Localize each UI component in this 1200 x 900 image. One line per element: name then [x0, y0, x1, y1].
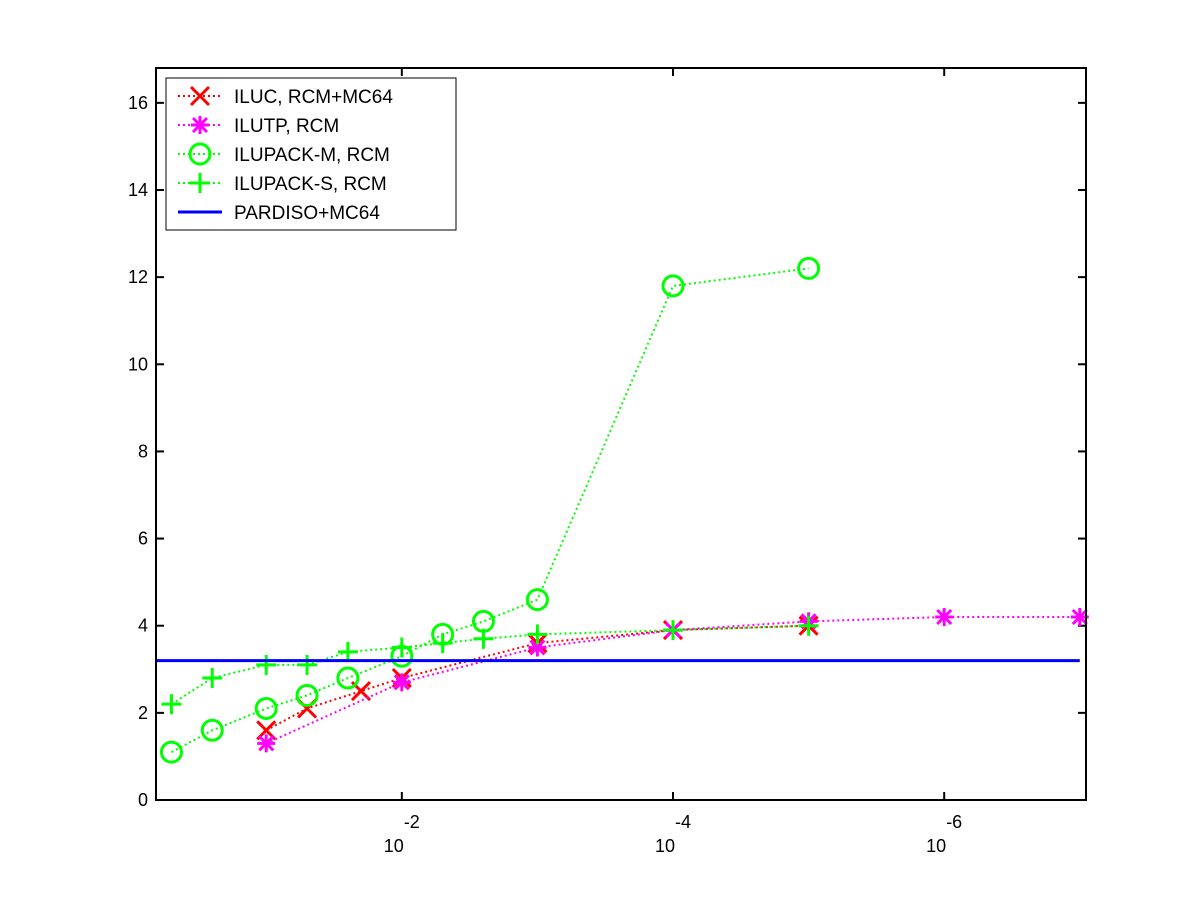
asterisk-stroke	[393, 674, 410, 691]
x-marker	[189, 85, 211, 107]
y-tick-label: 14	[128, 180, 148, 200]
circle-marker	[188, 142, 212, 166]
data-point	[1070, 608, 1089, 626]
asterisk-stroke	[529, 639, 546, 656]
data-point	[297, 654, 318, 675]
data-point	[392, 673, 411, 692]
series-ilupack-s-rcm	[161, 615, 819, 715]
asterisk-stroke	[1071, 608, 1088, 626]
plus-marker	[798, 615, 819, 636]
data-point	[935, 608, 954, 626]
legend-label: ILUPACK-M, RCM	[234, 145, 390, 166]
plot-frame	[155, 67, 1087, 801]
data-point	[257, 734, 276, 753]
circle-marker	[797, 256, 821, 280]
circle-marker	[295, 683, 319, 707]
x-tick-label-base: 10	[384, 836, 404, 856]
circle-marker	[336, 666, 360, 690]
asterisk-marker	[191, 116, 209, 134]
series-ilupack-m-rcm	[159, 256, 821, 764]
y-tick-label: 10	[128, 354, 148, 374]
x-tick-label-exponent: -6	[946, 812, 962, 832]
circle-marker	[525, 588, 549, 612]
asterisk-marker	[392, 673, 411, 692]
plus-marker	[256, 654, 277, 675]
data-point	[336, 666, 360, 690]
asterisk-marker	[935, 608, 954, 626]
x-axis-ticks: 10-210-410-6	[384, 68, 962, 856]
legend-entry: ILUPACK-M, RCM	[178, 142, 390, 166]
legend-label: ILUC, RCM+MC64	[234, 87, 393, 108]
y-tick-label: 2	[138, 703, 148, 723]
x-tick-label-base: 10	[655, 836, 675, 856]
asterisk-stroke	[258, 735, 275, 752]
plus-marker	[663, 620, 684, 641]
data-point	[798, 615, 819, 636]
plus-marker	[190, 173, 210, 193]
legend-label: PARDISO+MC64	[234, 203, 380, 224]
data-point	[200, 718, 224, 742]
plus-marker	[391, 637, 412, 658]
data-point	[391, 637, 412, 658]
data-point	[159, 740, 183, 764]
plus-marker	[337, 641, 358, 662]
legend: ILUC, RCM+MC64 ILUTP, RCM ILUPACK-M, RCM IL…	[165, 77, 457, 231]
data-point	[295, 683, 319, 707]
data-point	[525, 588, 549, 612]
circle-marker	[159, 740, 183, 764]
series-layer	[156, 256, 1089, 764]
data-point	[797, 256, 821, 280]
y-tick-label: 6	[138, 529, 148, 549]
plus-marker	[297, 654, 318, 675]
legend-entry: ILUPACK-S, RCM	[178, 173, 387, 195]
plus-marker	[473, 628, 494, 649]
plus-marker	[202, 668, 223, 688]
data-point	[254, 697, 278, 720]
data-point	[473, 628, 494, 649]
plus-marker	[527, 624, 548, 645]
legend-entry: ILUC, RCM+MC64	[178, 85, 393, 108]
x-tick-label-base: 10	[926, 836, 946, 856]
asterisk-marker	[1070, 608, 1089, 626]
plus-marker	[161, 694, 182, 715]
legend-entry: ILUTP, RCM	[178, 116, 339, 137]
x-tick-label-exponent: -2	[404, 812, 420, 832]
y-tick-label: 16	[128, 93, 148, 113]
x-marker	[350, 681, 372, 702]
y-tick-label: 8	[138, 441, 148, 461]
y-tick-label: 12	[128, 267, 148, 287]
legend-entry: PARDISO+MC64	[178, 203, 380, 224]
y-tick-label: 0	[138, 790, 148, 810]
data-point	[256, 654, 277, 675]
data-point	[202, 668, 223, 688]
asterisk-marker	[257, 734, 276, 753]
legend-label: ILUPACK-S, RCM	[234, 174, 387, 195]
circle-marker	[200, 718, 224, 742]
x-tick-label-exponent: -4	[675, 812, 691, 832]
circle-marker	[661, 274, 685, 298]
series-line	[171, 267, 809, 753]
data-point	[161, 694, 182, 715]
asterisk-stroke	[936, 608, 953, 626]
y-axis-ticks: 0 2 4 6 8 10 12 14 16	[128, 93, 1086, 810]
data-point	[337, 641, 358, 662]
data-point	[432, 633, 453, 654]
plus-marker	[432, 633, 453, 654]
circle-marker	[254, 697, 278, 720]
data-point	[663, 620, 684, 641]
data-point	[661, 274, 685, 298]
legend-label: ILUTP, RCM	[234, 116, 339, 137]
data-point	[527, 624, 548, 645]
asterisk-stroke	[191, 116, 209, 134]
y-tick-label: 4	[138, 616, 148, 636]
